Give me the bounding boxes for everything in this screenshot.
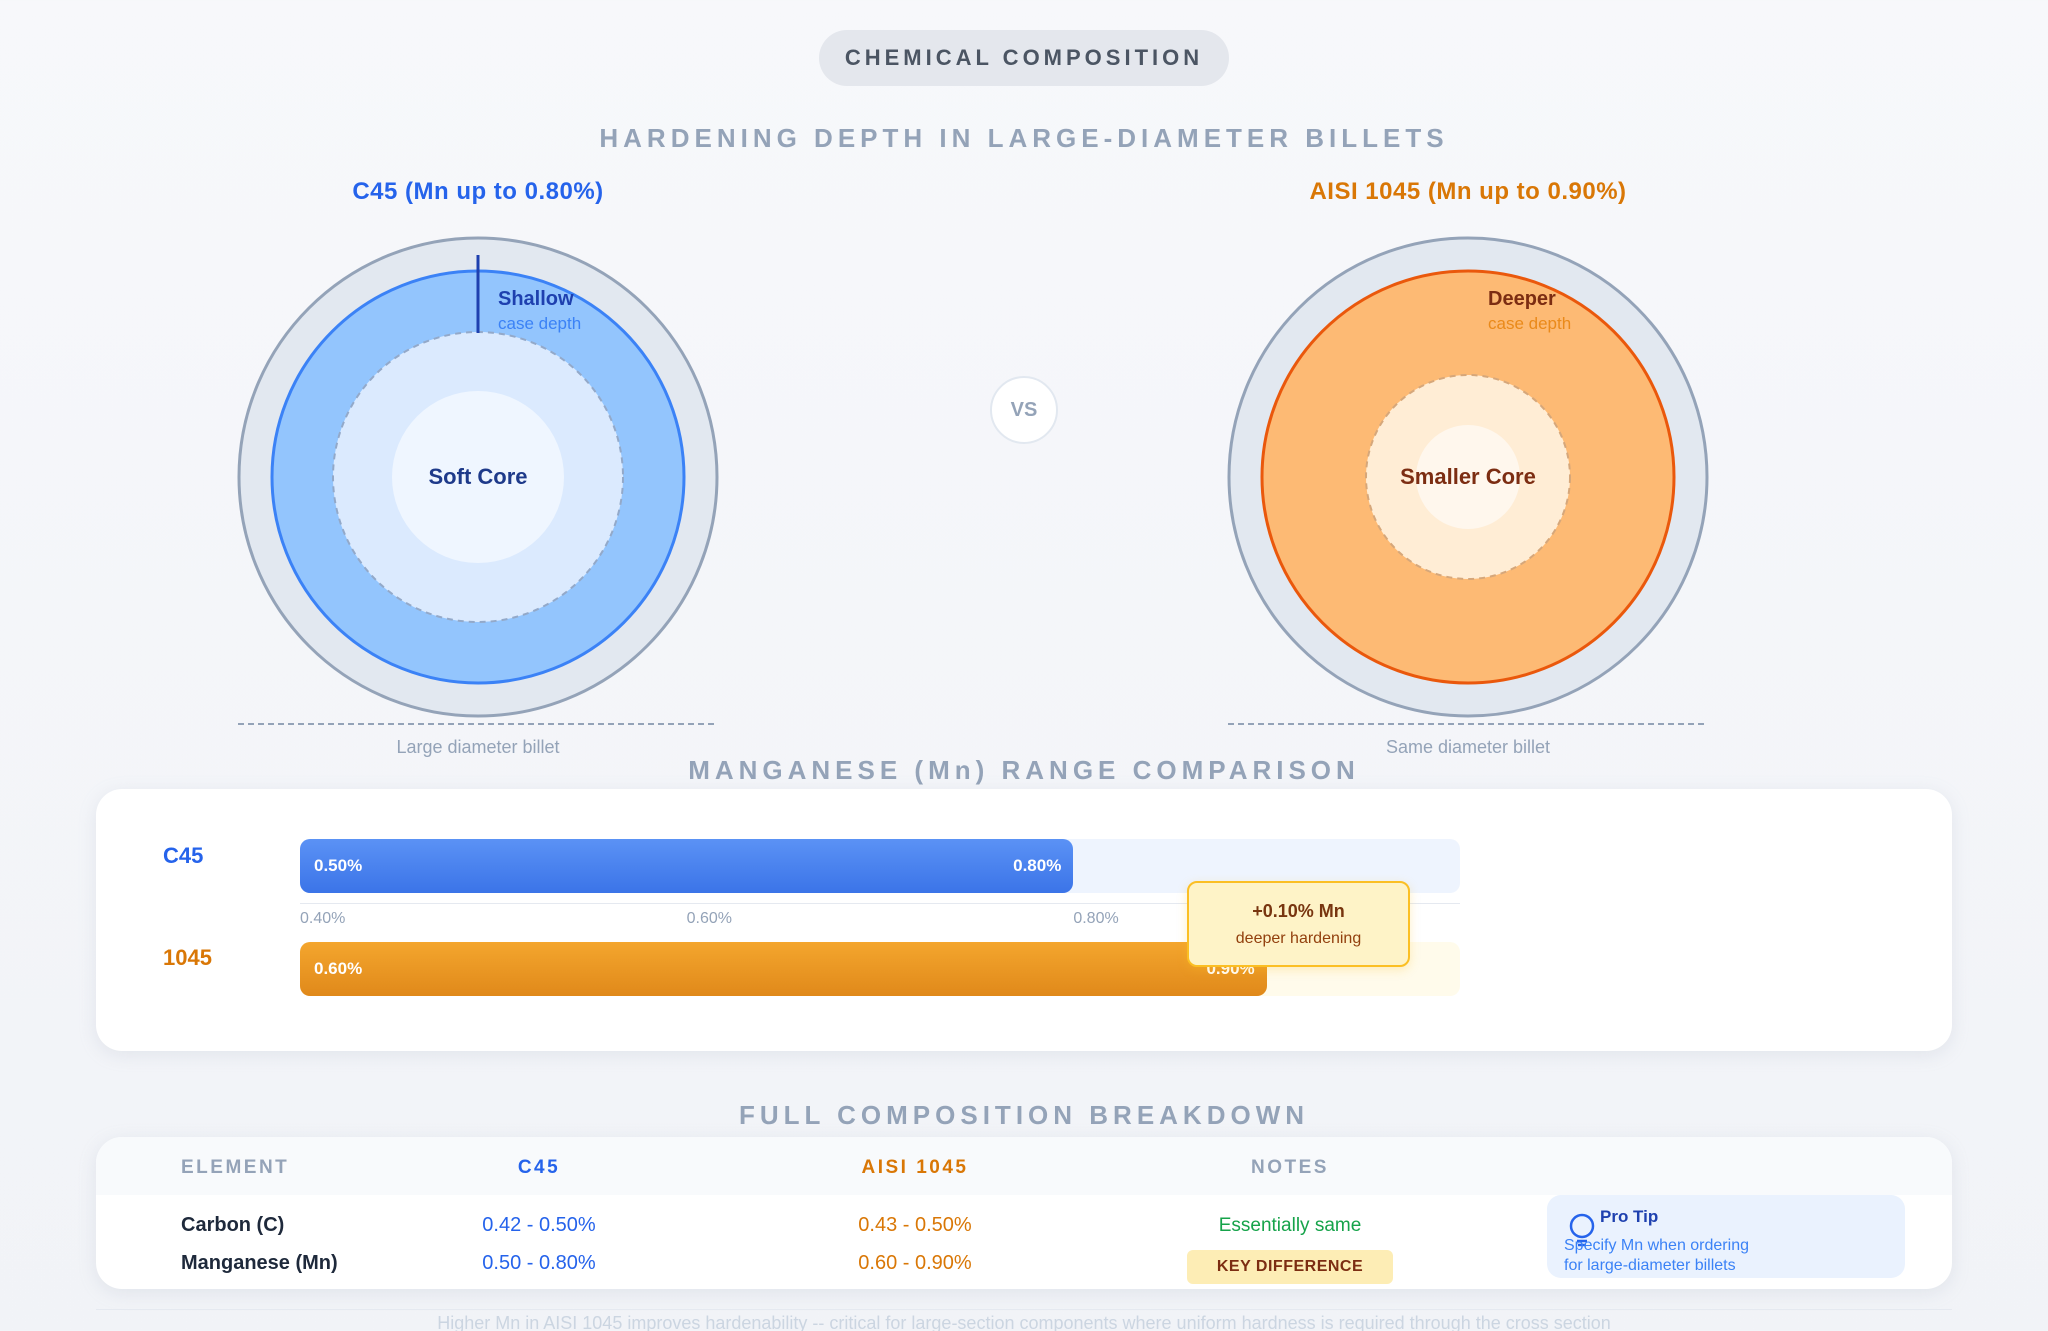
c45-range-bar: 0.50% 0.80% [300, 839, 1074, 893]
callout-subtext: deeper hardening [1235, 929, 1362, 947]
aisi-bar-label: 1045 [163, 945, 212, 970]
c45-billet: Shallow case depth Soft Core [237, 236, 719, 725]
header-c45: C45 [517, 1157, 561, 1178]
mn-range-title: MANGANESE (Mn) RANGE COMPARISON [688, 755, 1360, 785]
footnote: Higher Mn in AISI 1045 improves hardenab… [437, 1313, 1611, 1331]
c45-max-label: 0.80% [1013, 856, 1062, 875]
hardening-title: HARDENING DEPTH IN LARGE-DIAMETER BILLET… [599, 123, 1449, 153]
aisi-billet: Deeper case depth Smaller Core [1227, 236, 1709, 725]
axis-tick-label: 0.40% [300, 910, 346, 927]
pro-tip-text: Specify Mn when ordering for large-diame… [1564, 1236, 1749, 1276]
axis-tick-label: 0.60% [686, 910, 733, 927]
row-manganese-aisi: 0.60 - 0.90% [858, 1252, 972, 1274]
hardening-diagram: Shallow case depth Soft Core Deeper case… [237, 236, 1709, 725]
c45-caption: Large diameter billet [396, 737, 560, 757]
aisi-case-sublabel: case depth [1488, 314, 1571, 333]
c45-min-label: 0.50% [314, 856, 363, 875]
breakdown-title: FULL COMPOSITION BREAKDOWN [738, 1100, 1310, 1130]
pro-tip-title: Pro Tip [1600, 1207, 1659, 1226]
axis-tick-label: 0.80% [1073, 910, 1119, 927]
vs-badge: VS [990, 376, 1058, 444]
c45-core-label: Soft Core [429, 464, 528, 489]
header-aisi: AISI 1045 [861, 1157, 969, 1178]
pro-tip-line-2: for large-diameter billets [1564, 1257, 1736, 1274]
row-manganese-c45: 0.50 - 0.80% [482, 1252, 596, 1274]
c45-core [392, 391, 564, 563]
mn-difference-callout: +0.10% Mn deeper hardening [1187, 881, 1410, 967]
aisi-diagram-title: AISI 1045 (Mn up to 0.90%) [1309, 178, 1627, 205]
footer-divider [96, 1309, 1952, 1310]
aisi-range-bar: 0.60% 0.90% [300, 942, 1267, 996]
aisi-core [1416, 425, 1520, 529]
c45-bar-label: C45 [163, 843, 204, 868]
pro-tip-line-1: Specify Mn when ordering [1564, 1237, 1749, 1254]
aisi-caption: Same diameter billet [1385, 737, 1551, 757]
row-carbon-element: Carbon (C) [181, 1214, 285, 1236]
pro-tip-box: Pro Tip Specify Mn when ordering for lar… [1547, 1195, 1905, 1278]
lightbulb-icon [1569, 1213, 1595, 1247]
key-difference-badge: KEY DIFFERENCE [1187, 1250, 1393, 1284]
row-carbon-note: Essentially same [1218, 1215, 1362, 1236]
row-carbon-aisi: 0.43 - 0.50% [858, 1214, 972, 1236]
section-pill: CHEMICAL COMPOSITION [819, 30, 1229, 86]
aisi-min-label: 0.60% [314, 959, 363, 978]
c45-case-label: Shallow [498, 288, 574, 310]
c45-case-sublabel: case depth [498, 314, 581, 333]
aisi-core-label: Smaller Core [1400, 464, 1536, 489]
header-notes: NOTES [1251, 1157, 1329, 1178]
row-manganese-element: Manganese (Mn) [181, 1252, 338, 1274]
mn-range-card [96, 789, 1952, 1051]
aisi-case-label: Deeper [1488, 288, 1556, 310]
header-element: ELEMENT [181, 1157, 290, 1178]
row-carbon-c45: 0.42 - 0.50% [482, 1214, 596, 1236]
c45-diagram-title: C45 (Mn up to 0.80%) [352, 178, 604, 205]
table-header-row [96, 1137, 1952, 1195]
callout-headline: +0.10% Mn [1252, 900, 1345, 921]
axis-line [300, 903, 1460, 904]
